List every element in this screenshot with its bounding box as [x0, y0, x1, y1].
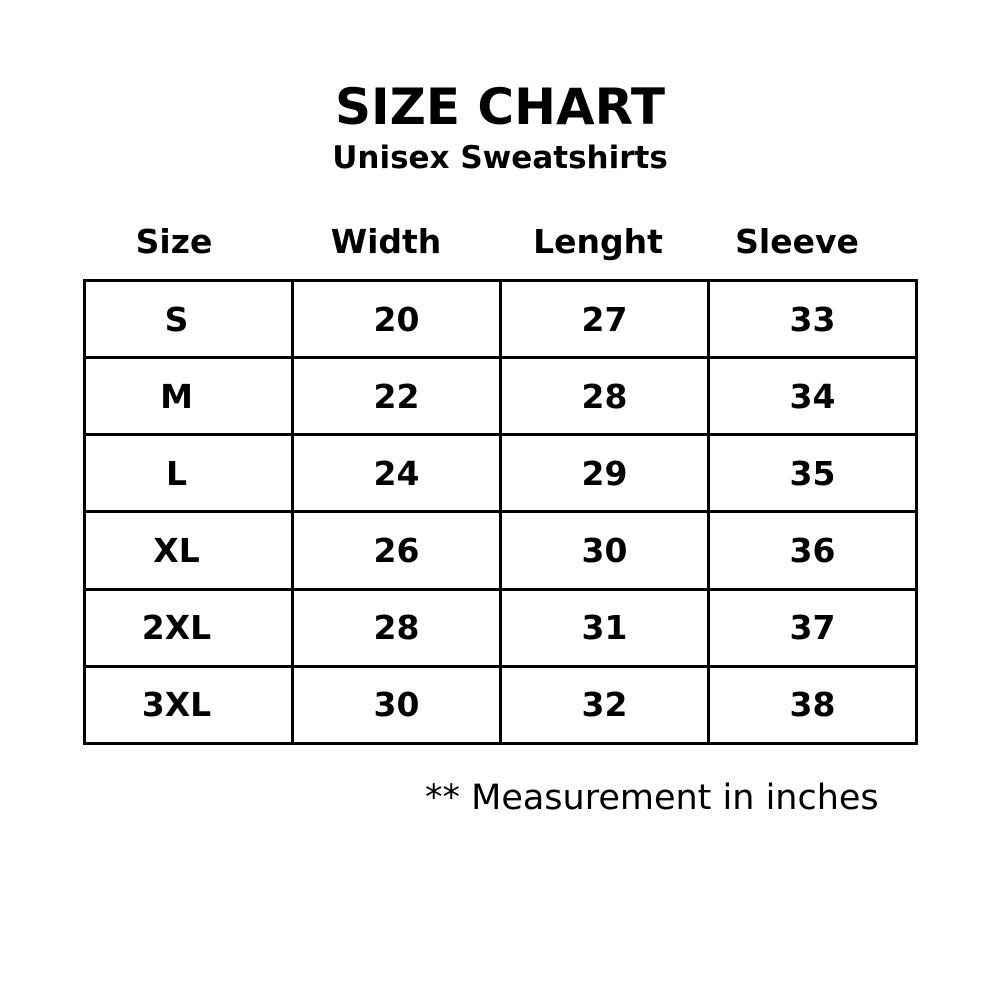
column-header-width: Width — [330, 222, 442, 261]
cell-length: 29 — [499, 433, 710, 514]
column-header-sleeve: Sleeve — [735, 222, 859, 261]
cell-size: XL — [83, 510, 294, 591]
table-row: S 20 27 33 — [83, 278, 918, 360]
cell-size: L — [83, 433, 294, 514]
cell-sleeve: 35 — [707, 433, 918, 514]
cell-length: 27 — [499, 278, 710, 360]
cell-width: 20 — [291, 278, 502, 360]
cell-sleeve: 33 — [707, 278, 918, 360]
cell-length: 30 — [499, 510, 710, 591]
cell-width: 24 — [291, 433, 502, 514]
column-header-size: Size — [135, 222, 213, 261]
table-row: 2XL 28 31 37 — [83, 587, 918, 668]
cell-size: 3XL — [83, 664, 294, 746]
cell-size: S — [83, 278, 294, 360]
cell-width: 30 — [291, 664, 502, 746]
cell-sleeve: 37 — [707, 587, 918, 668]
cell-width: 26 — [291, 510, 502, 591]
cell-width: 28 — [291, 587, 502, 668]
page-title: SIZE CHART — [334, 78, 666, 136]
cell-sleeve: 38 — [707, 664, 918, 746]
cell-length: 31 — [499, 587, 710, 668]
cell-sleeve: 36 — [707, 510, 918, 591]
table-row: M 22 28 34 — [83, 356, 918, 437]
cell-size: 2XL — [83, 587, 294, 668]
measurement-note: ** Measurement in inches — [425, 778, 879, 818]
column-header-length: Lenght — [533, 222, 663, 261]
cell-length: 32 — [499, 664, 710, 746]
cell-sleeve: 34 — [707, 356, 918, 437]
cell-size: M — [83, 356, 294, 437]
page-subtitle: Unisex Sweatshirts — [332, 140, 668, 176]
cell-width: 22 — [291, 356, 502, 437]
cell-length: 28 — [499, 356, 710, 437]
table-row: L 24 29 35 — [83, 433, 918, 514]
table-row: 3XL 30 32 38 — [83, 664, 918, 746]
table-row: XL 26 30 36 — [83, 510, 918, 591]
size-table: S 20 27 33 M 22 28 34 L 24 29 35 XL 26 30 36 2XL 28 31 37 3X… — [83, 278, 918, 746]
